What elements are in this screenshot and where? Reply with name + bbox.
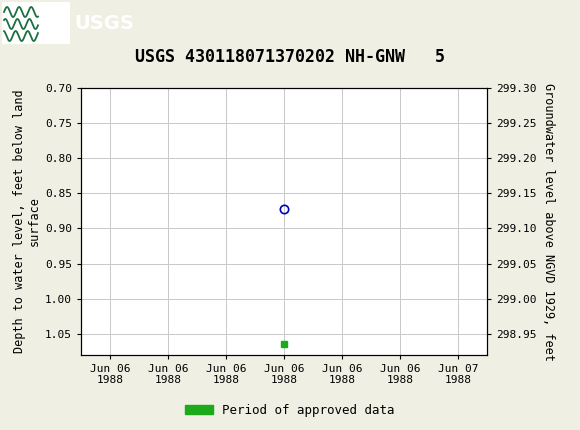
Bar — [2, 2, 70, 44]
Y-axis label: Groundwater level above NGVD 1929, feet: Groundwater level above NGVD 1929, feet — [542, 83, 555, 360]
Legend: Period of approved data: Period of approved data — [180, 399, 400, 421]
Text: USGS: USGS — [74, 13, 134, 33]
Text: USGS 430118071370202 NH-GNW   5: USGS 430118071370202 NH-GNW 5 — [135, 48, 445, 66]
Y-axis label: Depth to water level, feet below land
surface: Depth to water level, feet below land su… — [13, 89, 41, 353]
